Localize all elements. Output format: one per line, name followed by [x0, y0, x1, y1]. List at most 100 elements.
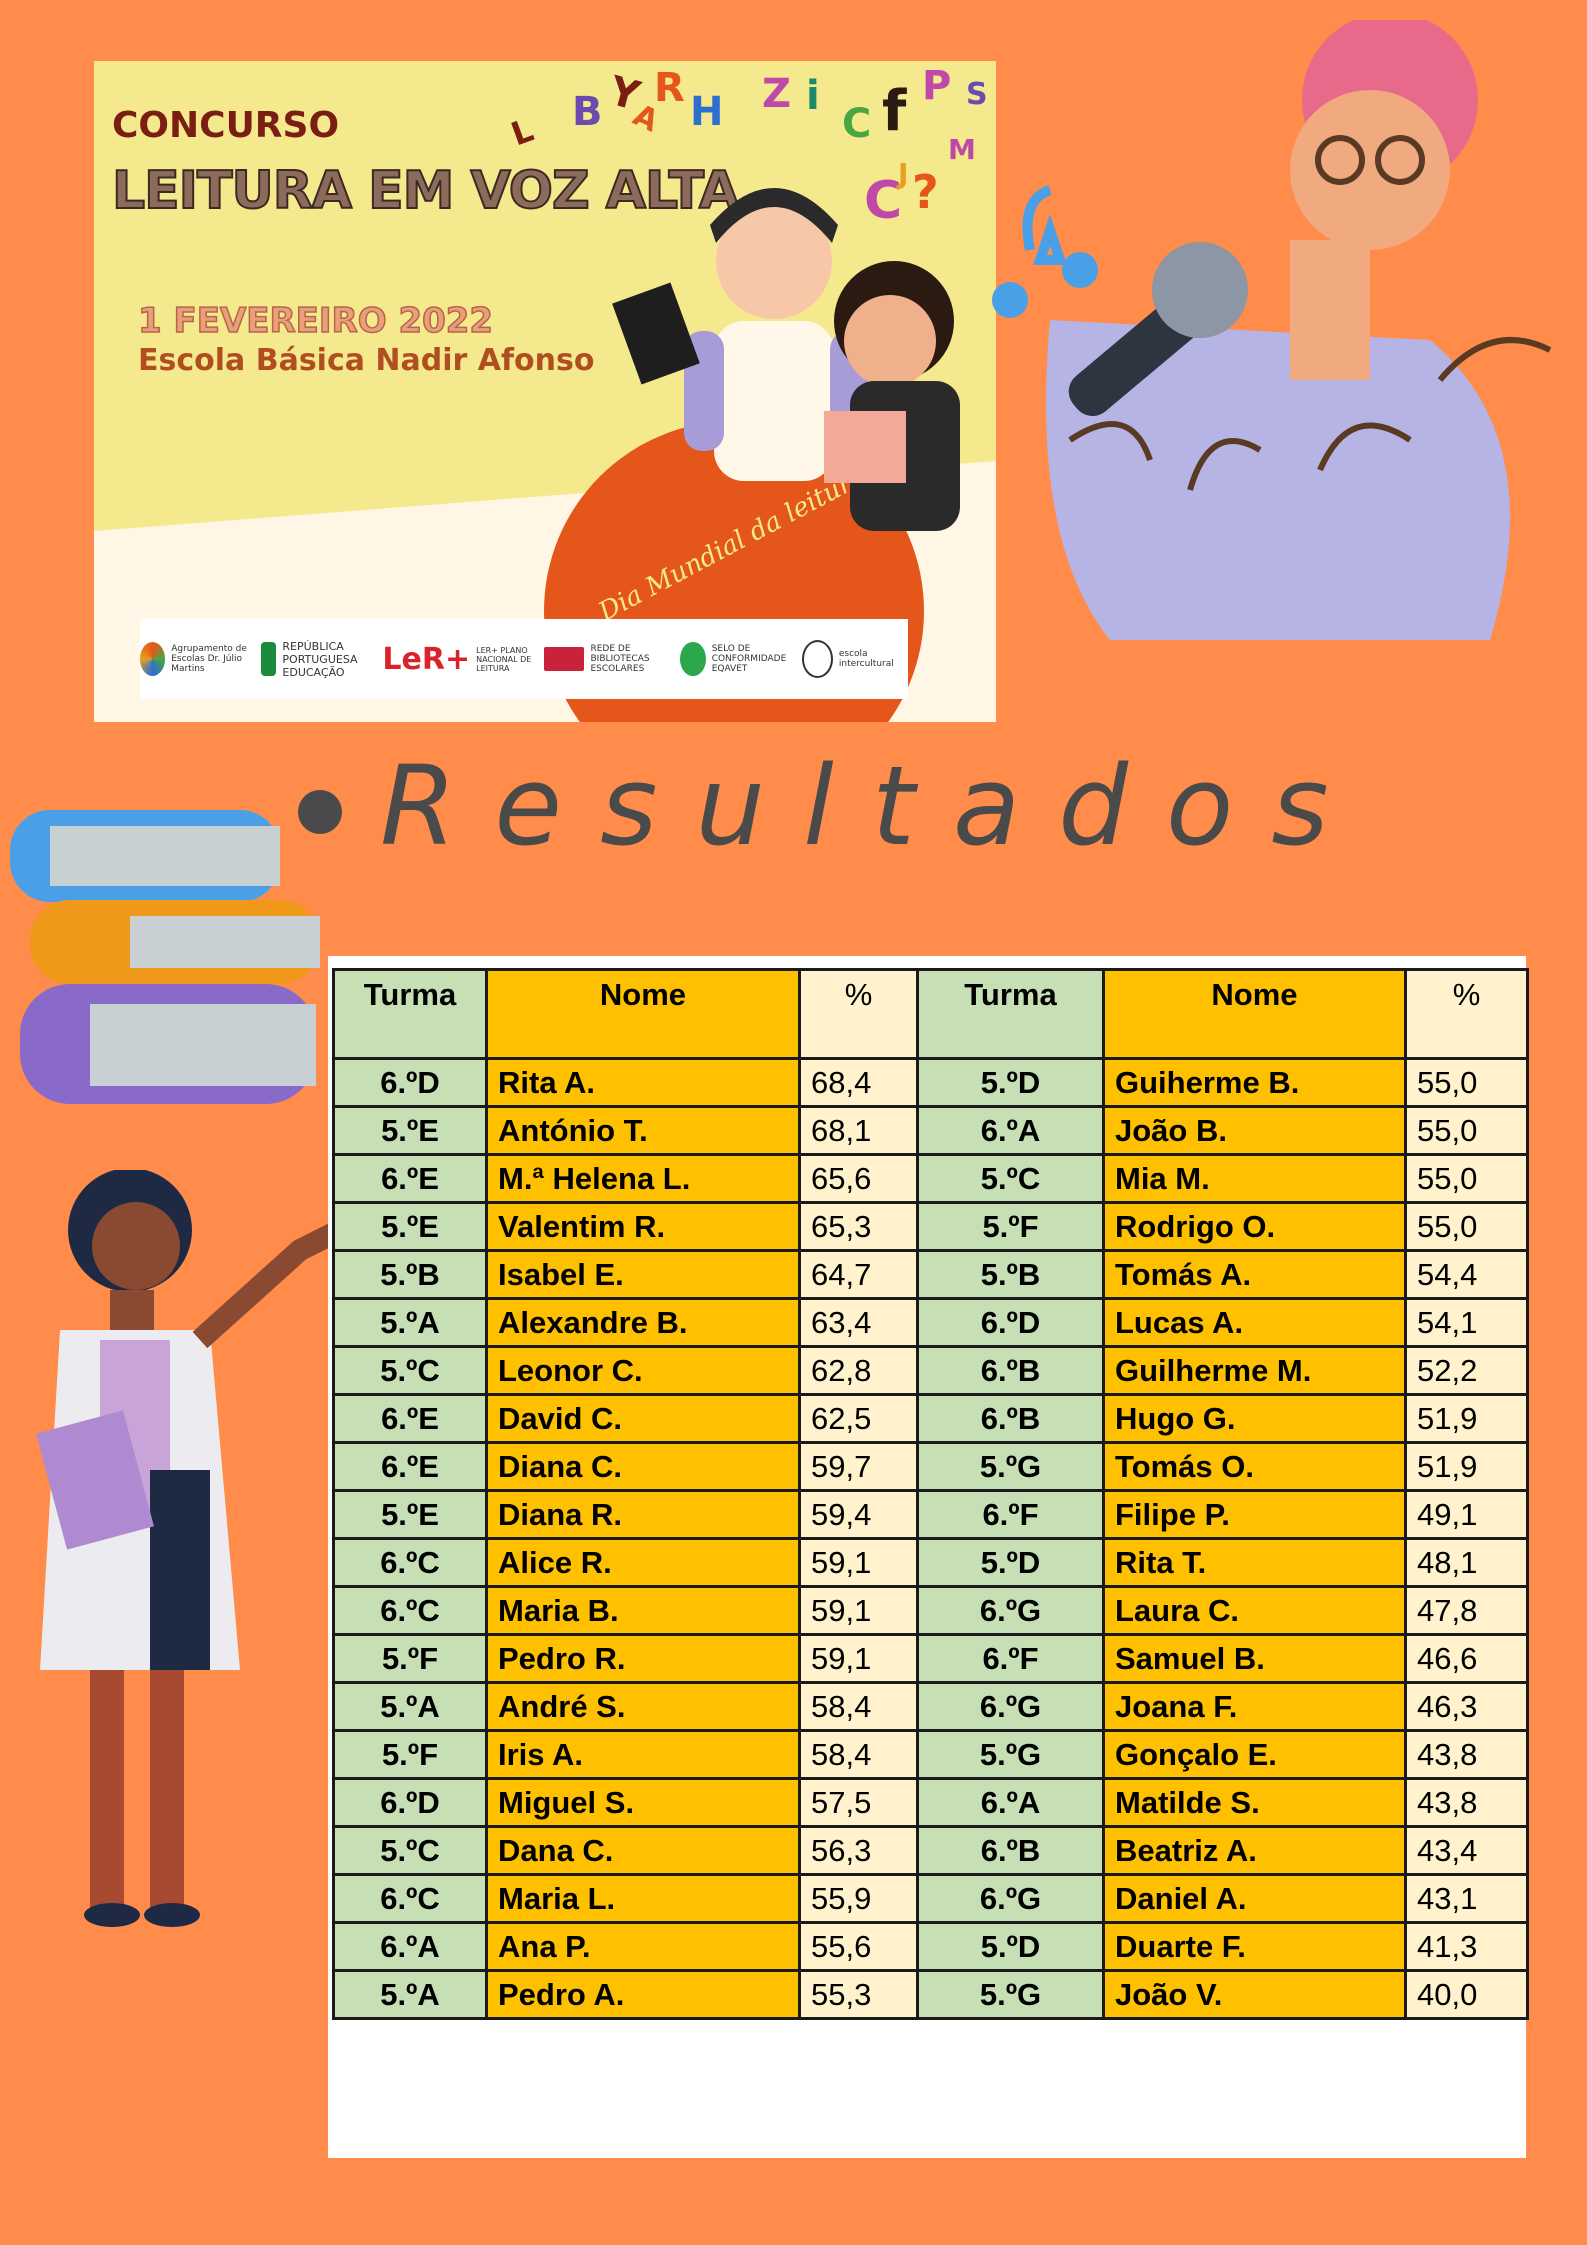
- cell-percent: 55,3: [798, 1969, 919, 2020]
- children-reading-illustration: [612, 188, 960, 531]
- cell-nome: M.ª Helena L.: [485, 1153, 801, 1204]
- cell-nome: David C.: [485, 1393, 801, 1444]
- cell-turma: 6.ºA: [916, 1777, 1105, 1828]
- floating-letter: J: [898, 157, 909, 190]
- cell-turma: 6.ºC: [332, 1537, 488, 1588]
- cell-nome: Maria B.: [485, 1585, 801, 1636]
- cell-nome: Maria L.: [485, 1873, 801, 1924]
- cell-nome: Beatriz A.: [1102, 1825, 1407, 1876]
- cell-percent: 58,4: [798, 1681, 919, 1732]
- cell-turma: 5.ºB: [332, 1249, 488, 1300]
- cell-percent: 46,6: [1404, 1633, 1529, 1684]
- cell-nome: Mia M.: [1102, 1153, 1407, 1204]
- logo-aena: Agrupamento de Escolas Dr. Júlio Martins: [140, 642, 261, 676]
- cell-turma: 5.ºA: [332, 1297, 488, 1348]
- cell-turma: 6.ºF: [916, 1489, 1105, 1540]
- cell-turma: 6.ºE: [332, 1153, 488, 1204]
- cell-percent: 43,8: [1404, 1729, 1529, 1780]
- header-nome: Nome: [485, 968, 801, 1060]
- table-row: 6.ºC Alice R. 59,1 5.ºD Rita T. 48,1: [332, 1537, 1529, 1588]
- cell-turma: 5.ºC: [332, 1825, 488, 1876]
- cell-turma: 6.ºG: [916, 1585, 1105, 1636]
- floating-letter: Z: [762, 71, 792, 117]
- header-percent: %: [798, 968, 919, 1060]
- cell-percent: 54,4: [1404, 1249, 1529, 1300]
- cell-percent: 51,9: [1404, 1441, 1529, 1492]
- cell-turma: 5.ºD: [916, 1057, 1105, 1108]
- cell-nome: Hugo G.: [1102, 1393, 1407, 1444]
- floating-letter: C: [842, 101, 872, 147]
- table-row: 5.ºF Pedro R. 59,1 6.ºF Samuel B. 46,6: [332, 1633, 1529, 1684]
- cell-turma: 5.ºA: [332, 1969, 488, 2020]
- table-row: 5.ºA Alexandre B. 63,4 6.ºD Lucas A. 54,1: [332, 1297, 1529, 1348]
- table-row: 6.ºE M.ª Helena L. 65,6 5.ºC Mia M. 55,0: [332, 1153, 1529, 1204]
- cell-percent: 55,9: [798, 1873, 919, 1924]
- cell-turma: 6.ºD: [916, 1297, 1105, 1348]
- cell-nome: Guiherme B.: [1102, 1057, 1407, 1108]
- floating-letter: P: [922, 63, 952, 109]
- cell-turma: 5.ºF: [916, 1201, 1105, 1252]
- logo-eqavet: SELO DE CONFORMIDADE EQAVET: [680, 642, 801, 676]
- table-row: 6.ºE Diana C. 59,7 5.ºG Tomás O. 51,9: [332, 1441, 1529, 1492]
- cell-turma: 6.ºB: [916, 1825, 1105, 1876]
- cell-nome: Isabel E.: [485, 1249, 801, 1300]
- cell-nome: João B.: [1102, 1105, 1407, 1156]
- cell-percent: 48,1: [1404, 1537, 1529, 1588]
- header-nome: Nome: [1102, 968, 1407, 1060]
- header-percent: %: [1404, 968, 1529, 1060]
- floating-letter: B: [572, 89, 603, 135]
- cell-percent: 58,4: [798, 1729, 919, 1780]
- table-row: 5.ºC Leonor C. 62,8 6.ºB Guilherme M. 52,2: [332, 1345, 1529, 1396]
- floating-letter: R: [654, 65, 685, 111]
- cell-percent: 68,4: [798, 1057, 919, 1108]
- cell-nome: Diana C.: [485, 1441, 801, 1492]
- cell-turma: 6.ºA: [916, 1105, 1105, 1156]
- cell-turma: 6.ºB: [916, 1393, 1105, 1444]
- table-row: 5.ºF Iris A. 58,4 5.ºG Gonçalo E. 43,8: [332, 1729, 1529, 1780]
- floating-letter: S: [966, 77, 988, 112]
- cell-turma: 6.ºC: [332, 1873, 488, 1924]
- singer-illustration: [992, 20, 1552, 640]
- cell-turma: 6.ºG: [916, 1681, 1105, 1732]
- cell-nome: Dana C.: [485, 1825, 801, 1876]
- table-row: 6.ºA Ana P. 55,6 5.ºD Duarte F. 41,3: [332, 1921, 1529, 1972]
- table-row: 6.ºC Maria B. 59,1 6.ºG Laura C. 47,8: [332, 1585, 1529, 1636]
- table-row: 6.ºD Miguel S. 57,5 6.ºA Matilde S. 43,8: [332, 1777, 1529, 1828]
- cell-turma: 5.ºE: [332, 1201, 488, 1252]
- cell-percent: 59,4: [798, 1489, 919, 1540]
- cell-percent: 43,4: [1404, 1825, 1529, 1876]
- cell-percent: 59,7: [798, 1441, 919, 1492]
- table-row: 5.ºE António T. 68,1 6.ºA João B. 55,0: [332, 1105, 1529, 1156]
- cell-turma: 5.ºD: [916, 1537, 1105, 1588]
- cell-nome: André S.: [485, 1681, 801, 1732]
- cell-percent: 55,0: [1404, 1153, 1529, 1204]
- floating-letter: C: [864, 171, 903, 231]
- cell-turma: 6.ºE: [332, 1441, 488, 1492]
- cell-nome: Pedro R.: [485, 1633, 801, 1684]
- cell-percent: 55,0: [1404, 1201, 1529, 1252]
- logo-republica-portuguesa: REPÚBLICA PORTUGUESA EDUCAÇÃO: [261, 640, 382, 679]
- cell-percent: 51,9: [1404, 1393, 1529, 1444]
- logo-rbe: REDE DE BIBLIOTECAS ESCOLARES: [544, 644, 680, 674]
- table-row: 5.ºC Dana C. 56,3 6.ºB Beatriz A. 43,4: [332, 1825, 1529, 1876]
- cell-nome: Diana R.: [485, 1489, 801, 1540]
- floating-letter: f: [882, 79, 907, 144]
- cell-turma: 5.ºG: [916, 1441, 1105, 1492]
- logo-escola-intercultural: escola intercultural: [801, 640, 908, 678]
- cell-percent: 40,0: [1404, 1969, 1529, 2020]
- poster-title: LEITURA EM VOZ ALTA: [111, 160, 740, 222]
- cell-nome: Rita A.: [485, 1057, 801, 1108]
- cell-nome: Rita T.: [1102, 1537, 1407, 1588]
- cell-percent: 56,3: [798, 1825, 919, 1876]
- cell-percent: 59,1: [798, 1633, 919, 1684]
- cell-turma: 6.ºD: [332, 1057, 488, 1108]
- heading-bullet: [298, 790, 342, 834]
- cell-turma: 6.ºF: [916, 1633, 1105, 1684]
- poster-concurso: CONCURSO: [112, 105, 340, 146]
- cell-nome: Gonçalo E.: [1102, 1729, 1407, 1780]
- table-row: 6.ºD Rita A. 68,4 5.ºD Guiherme B. 55,0: [332, 1057, 1529, 1108]
- table-header-row: Turma Nome % Turma Nome %: [332, 968, 1529, 1060]
- cell-turma: 5.ºB: [916, 1249, 1105, 1300]
- cell-nome: António T.: [485, 1105, 801, 1156]
- cell-turma: 6.ºB: [916, 1345, 1105, 1396]
